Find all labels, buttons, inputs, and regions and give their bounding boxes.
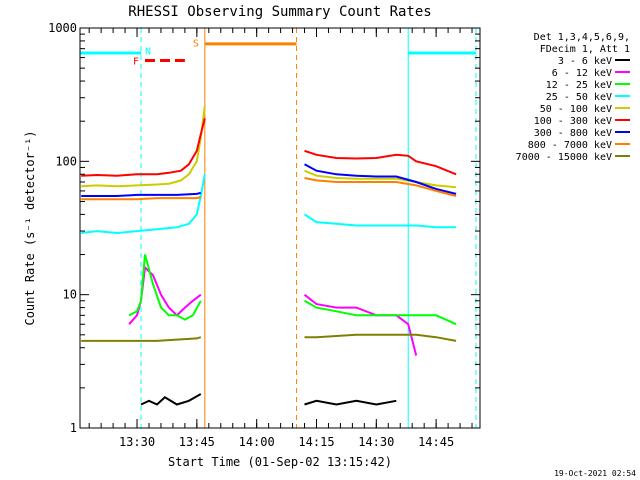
series-line xyxy=(304,399,397,406)
series-line xyxy=(304,299,457,326)
y-axis: 1 10 100 1000 xyxy=(48,21,480,435)
series-line xyxy=(304,169,457,189)
legend-entry-label: 800 - 7000 keV xyxy=(528,140,612,151)
series-line xyxy=(303,293,418,356)
legend-entry-label: 6 - 12 keV xyxy=(552,68,612,79)
series-line xyxy=(303,213,457,229)
legend-entry-label: 7000 - 15000 keV xyxy=(516,152,612,163)
plot-frame xyxy=(79,27,481,429)
plot-area: N S F xyxy=(80,28,477,428)
legend-header-line: FDecim 1, Att 1 xyxy=(540,44,630,55)
series-line xyxy=(81,336,202,342)
flag-label: F xyxy=(133,57,139,68)
series-line xyxy=(304,149,457,176)
x-axis: 13:30 13:45 14:00 14:15 14:30 14:45 xyxy=(88,28,473,449)
legend-header-line: Det 1,3,4,5,6,9, xyxy=(534,32,630,43)
flag-label: S xyxy=(193,38,199,49)
legend-entry-label: 50 - 100 keV xyxy=(540,104,612,115)
series-line xyxy=(304,163,457,195)
series-line xyxy=(304,333,457,342)
series-line xyxy=(128,265,202,325)
x-tick-label: 14:15 xyxy=(298,435,334,449)
series-line xyxy=(81,196,202,201)
y-tick-label: 10 xyxy=(63,288,77,302)
legend-entry-label: 3 - 6 keV xyxy=(558,56,612,67)
y-tick-label: 1 xyxy=(70,421,77,435)
series-line xyxy=(81,191,202,197)
series-line xyxy=(81,118,206,177)
series-line xyxy=(304,177,457,197)
x-tick-label: 14:45 xyxy=(418,435,454,449)
x-tick-label: 14:30 xyxy=(358,435,394,449)
legend-entry-label: 12 - 25 keV xyxy=(546,80,612,91)
x-tick-label: 13:30 xyxy=(119,435,155,449)
series-line xyxy=(140,393,202,406)
legend-entry-label: 25 - 50 keV xyxy=(546,92,612,103)
y-axis-label: Count Rate (s⁻¹ detector⁻¹) xyxy=(23,130,37,325)
series-line xyxy=(81,174,206,235)
legend-entry-label: 100 - 300 keV xyxy=(534,116,612,127)
x-tick-label: 13:45 xyxy=(179,435,215,449)
x-axis-label: Start Time (01-Sep-02 13:15:42) xyxy=(168,455,392,469)
timestamp: 19-Oct-2021 02:54 xyxy=(554,469,636,478)
chart-title: RHESSI Observing Summary Count Rates xyxy=(128,4,431,20)
legend: Det 1,3,4,5,6,9,FDecim 1, Att 13 - 6 keV… xyxy=(516,32,630,163)
y-tick-label: 1000 xyxy=(48,21,77,35)
series-line xyxy=(128,254,202,321)
series-line xyxy=(81,105,206,188)
flag-label: N xyxy=(145,46,151,57)
y-tick-label: 100 xyxy=(55,154,77,168)
legend-entry-label: 300 - 800 keV xyxy=(534,128,612,139)
plot-content xyxy=(80,28,477,428)
x-tick-label: 14:00 xyxy=(239,435,275,449)
